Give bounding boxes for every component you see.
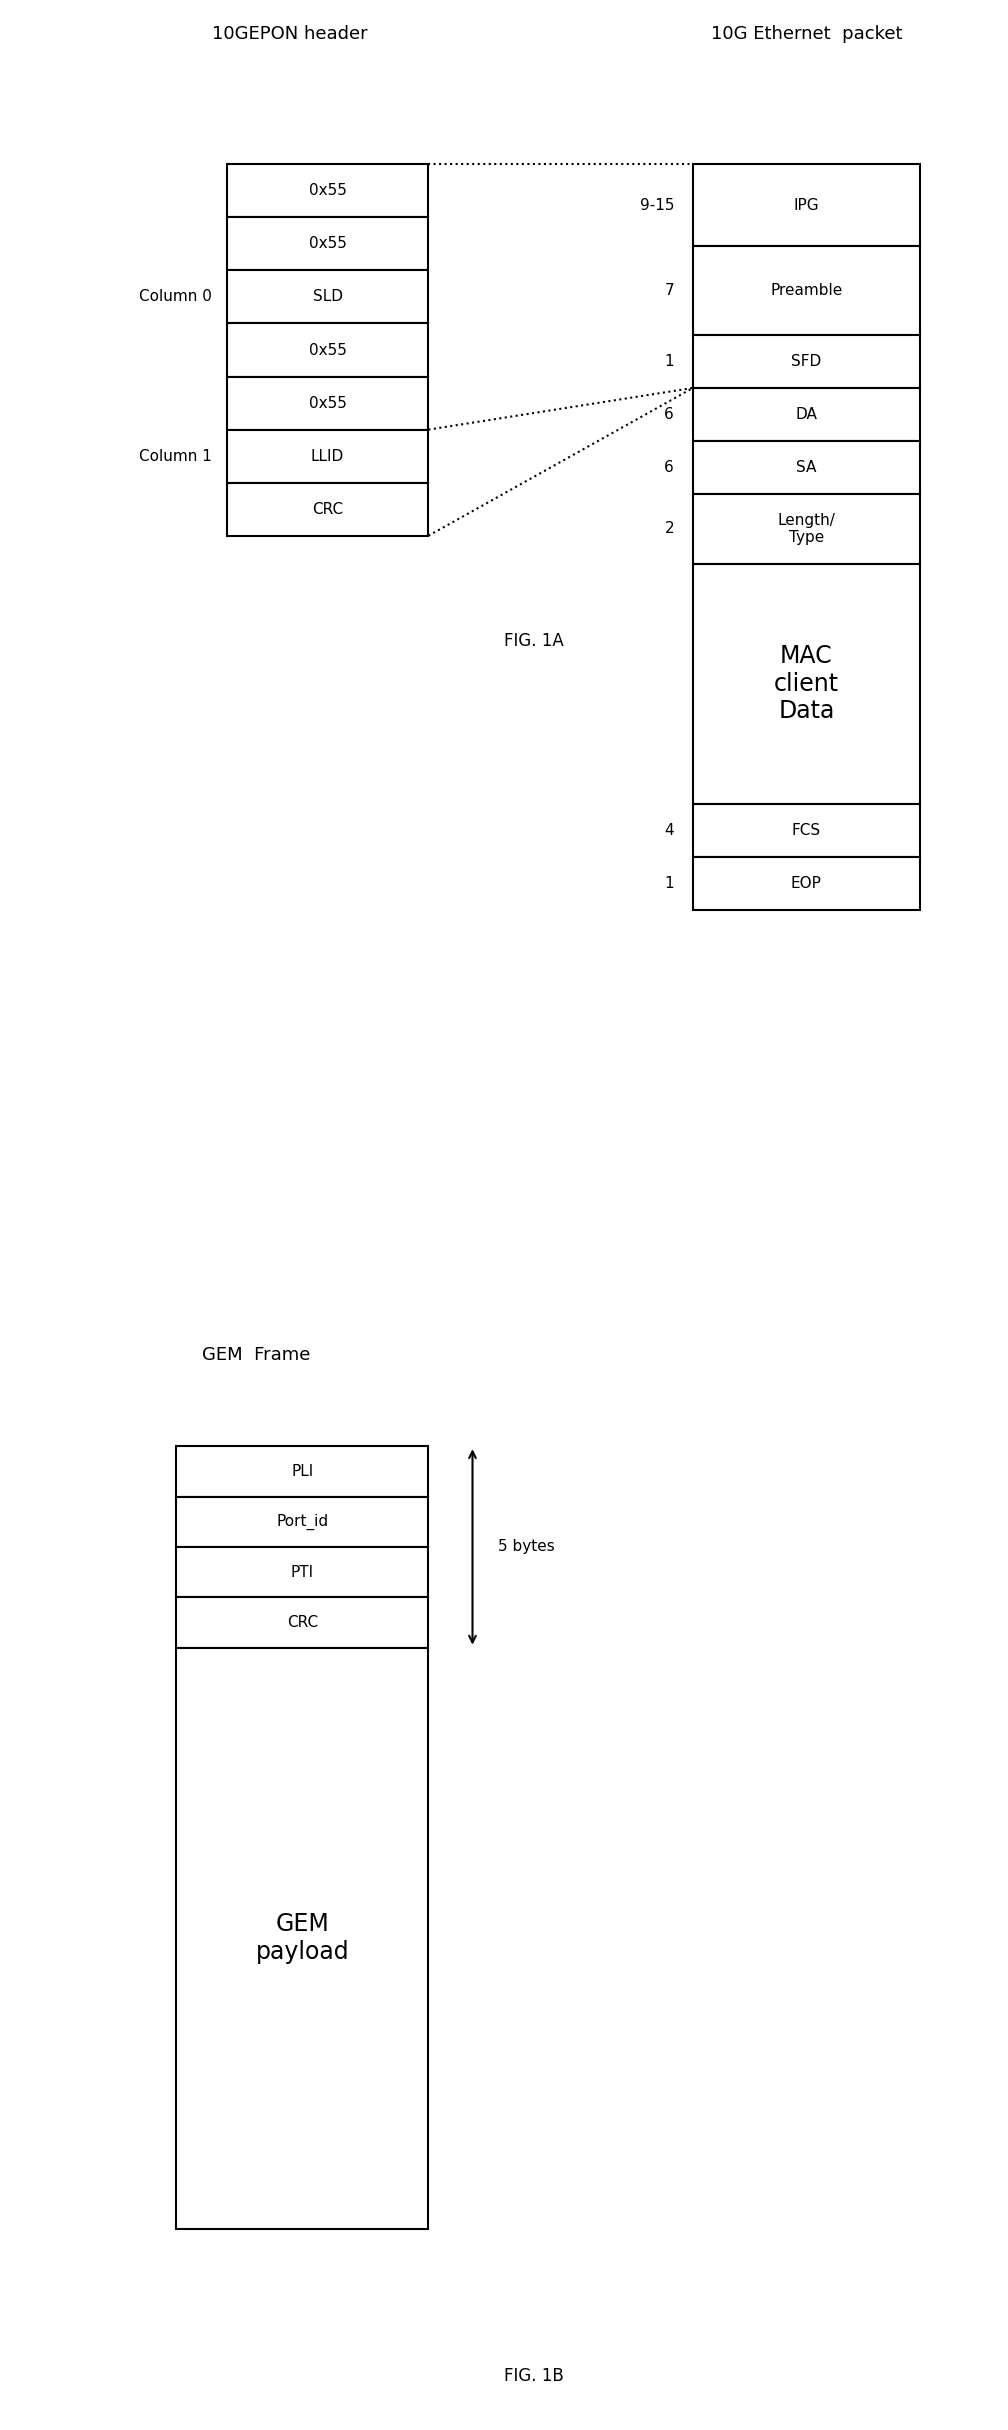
Text: FCS: FCS bbox=[792, 824, 821, 838]
Bar bbox=[694, 245, 919, 335]
Bar bbox=[694, 389, 919, 440]
Text: 4: 4 bbox=[664, 824, 674, 838]
Bar bbox=[694, 165, 919, 245]
Bar bbox=[694, 440, 919, 493]
Bar bbox=[176, 1597, 428, 1648]
Text: MAC
client
Data: MAC client Data bbox=[774, 644, 839, 724]
Bar bbox=[694, 858, 919, 909]
Text: 1: 1 bbox=[664, 875, 674, 892]
Bar bbox=[227, 270, 428, 323]
Text: PLI: PLI bbox=[291, 1463, 313, 1480]
Text: IPG: IPG bbox=[793, 197, 820, 214]
Bar bbox=[176, 1548, 428, 1597]
Text: 10G Ethernet  packet: 10G Ethernet packet bbox=[711, 24, 902, 44]
Bar bbox=[694, 335, 919, 389]
Text: CRC: CRC bbox=[312, 501, 343, 518]
Text: 0x55: 0x55 bbox=[308, 182, 347, 199]
Text: 6: 6 bbox=[664, 459, 674, 474]
Text: Port_id: Port_id bbox=[276, 1514, 329, 1531]
Text: FIG. 1A: FIG. 1A bbox=[504, 632, 563, 649]
Bar bbox=[227, 377, 428, 430]
Text: 9-15: 9-15 bbox=[640, 197, 674, 214]
Bar bbox=[227, 430, 428, 484]
Text: Preamble: Preamble bbox=[770, 284, 843, 299]
Text: PTI: PTI bbox=[291, 1565, 313, 1580]
Bar bbox=[227, 216, 428, 270]
Bar bbox=[176, 1497, 428, 1548]
Text: GEM  Frame: GEM Frame bbox=[202, 1346, 310, 1363]
Text: 0x55: 0x55 bbox=[308, 343, 347, 357]
Text: LLID: LLID bbox=[311, 450, 344, 464]
Text: 0x55: 0x55 bbox=[308, 236, 347, 250]
Text: Column 0: Column 0 bbox=[139, 289, 212, 304]
Bar bbox=[227, 165, 428, 216]
Text: Length/
Type: Length/ Type bbox=[777, 513, 836, 544]
Text: EOP: EOP bbox=[791, 875, 822, 892]
Bar bbox=[694, 493, 919, 564]
Bar bbox=[694, 804, 919, 858]
Bar bbox=[694, 564, 919, 804]
Text: Column 1: Column 1 bbox=[139, 450, 212, 464]
Text: 6: 6 bbox=[664, 406, 674, 423]
Text: SA: SA bbox=[796, 459, 816, 474]
Text: CRC: CRC bbox=[287, 1616, 318, 1631]
Text: FIG. 1B: FIG. 1B bbox=[504, 2367, 563, 2386]
Bar bbox=[227, 323, 428, 377]
Text: DA: DA bbox=[795, 406, 817, 423]
Bar bbox=[227, 484, 428, 535]
Bar bbox=[176, 1446, 428, 1497]
Text: 5 bytes: 5 bytes bbox=[498, 1541, 554, 1555]
Text: 0x55: 0x55 bbox=[308, 396, 347, 411]
Text: 1: 1 bbox=[664, 355, 674, 369]
Bar bbox=[176, 1648, 428, 2228]
Text: GEM
payload: GEM payload bbox=[256, 1912, 349, 1963]
Text: SFD: SFD bbox=[791, 355, 822, 369]
Text: 2: 2 bbox=[664, 522, 674, 537]
Text: SLD: SLD bbox=[312, 289, 343, 304]
Text: 10GEPON header: 10GEPON header bbox=[212, 24, 368, 44]
Text: 7: 7 bbox=[664, 284, 674, 299]
